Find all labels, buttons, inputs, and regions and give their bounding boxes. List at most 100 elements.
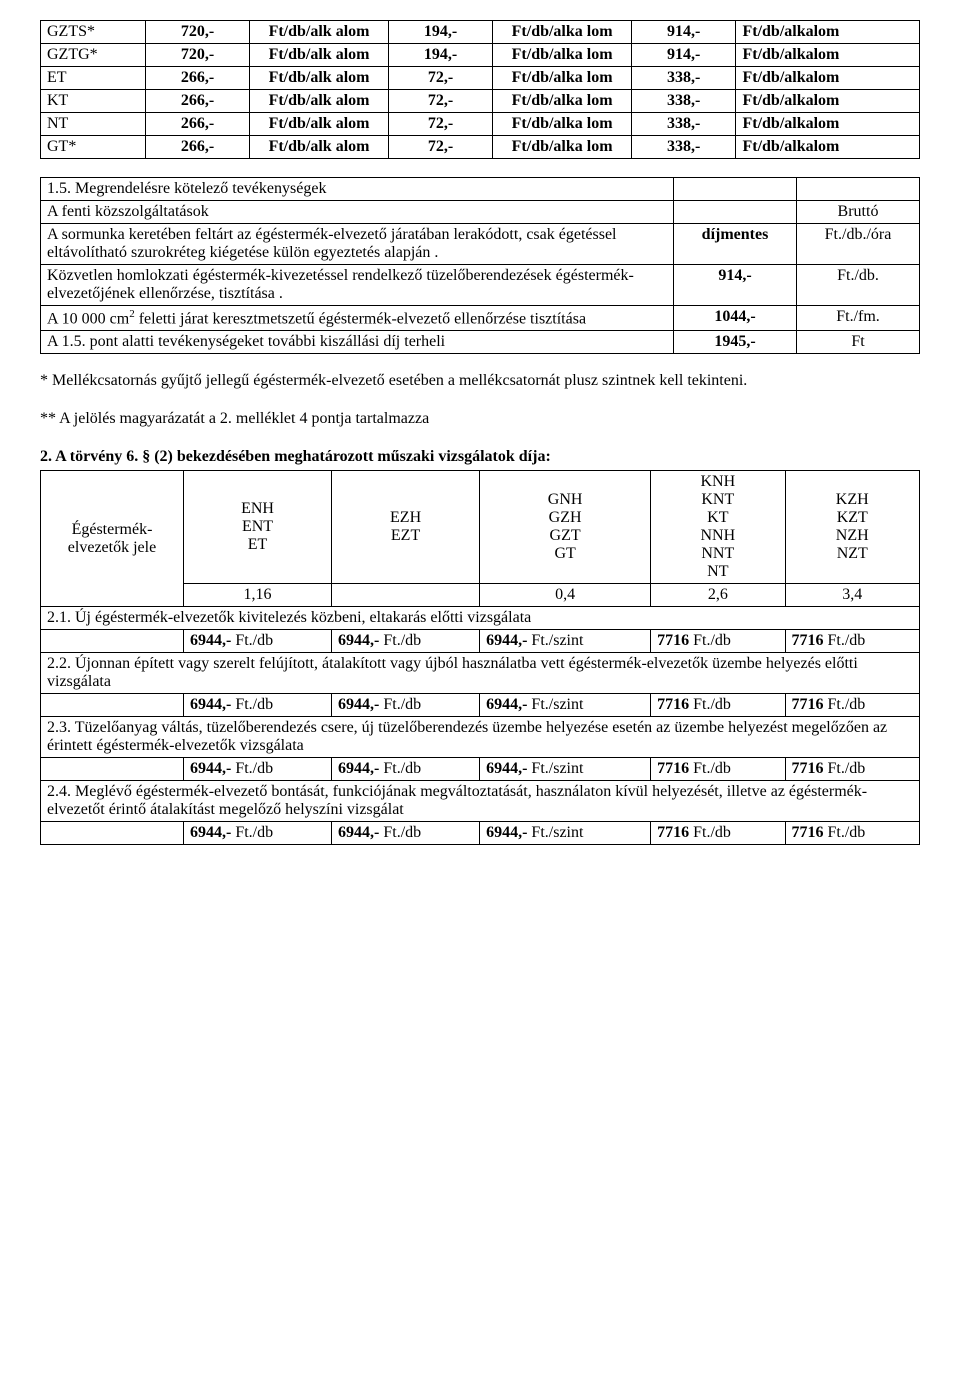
cell: Ft/db/alk alom bbox=[250, 113, 388, 136]
cell: Ft/db/alka lom bbox=[493, 113, 631, 136]
cell: 338,- bbox=[631, 113, 736, 136]
table-row: 2.2. Újonnan épített vagy szerelt felújí… bbox=[41, 653, 920, 694]
row-label: 2.1. Új égéstermék-elvezetők kivitelezés… bbox=[41, 607, 920, 630]
activity-unit: Ft bbox=[797, 331, 920, 354]
cell: 338,- bbox=[631, 67, 736, 90]
table-row: 6944,- Ft./db6944,- Ft./db6944,- Ft./szi… bbox=[41, 630, 920, 653]
table-row: A fenti közszolgáltatások Bruttó bbox=[41, 201, 920, 224]
value-cell: 7716 Ft./db bbox=[651, 630, 785, 653]
cell: GZTG* bbox=[41, 44, 146, 67]
table-row: GT*266,-Ft/db/alk alom72,-Ft/db/alka lom… bbox=[41, 136, 920, 159]
cell: 720,- bbox=[145, 21, 250, 44]
row-label: 2.2. Újonnan épített vagy szerelt felújí… bbox=[41, 653, 920, 694]
cell: Ft/db/alk alom bbox=[250, 44, 388, 67]
cell: Ft/db/alkalom bbox=[736, 113, 920, 136]
cell: Ft/db/alk alom bbox=[250, 136, 388, 159]
factor-cell: 0,4 bbox=[480, 584, 651, 607]
table-row: 2.4. Meglévő égéstermék-elvezető bontásá… bbox=[41, 781, 920, 822]
value-cell: 6944,- Ft./szint bbox=[480, 822, 651, 845]
brutto-label: Bruttó bbox=[797, 201, 920, 224]
row-label: 2.3. Tüzelőanyag váltás, tüzelőberendezé… bbox=[41, 717, 920, 758]
value-cell: 6944,- Ft./szint bbox=[480, 758, 651, 781]
activity-desc: Közvetlen homlokzati égéstermék-kivezeté… bbox=[41, 265, 674, 306]
cell: 266,- bbox=[145, 113, 250, 136]
activity-desc: A sormunka keretében feltárt az égésterm… bbox=[41, 224, 674, 265]
activity-value: 1945,- bbox=[674, 331, 797, 354]
cell: NT bbox=[41, 113, 146, 136]
cell: 914,- bbox=[631, 44, 736, 67]
empty-cell bbox=[41, 758, 184, 781]
footnote-2: ** A jelölés magyarázatát a 2. melléklet… bbox=[40, 410, 920, 428]
activity-unit: Ft./fm. bbox=[797, 306, 920, 331]
cell: Ft/db/alk alom bbox=[250, 90, 388, 113]
value-cell: 7716 Ft./db bbox=[785, 630, 920, 653]
value-cell: 7716 Ft./db bbox=[785, 758, 920, 781]
table-row: 2.3. Tüzelőanyag váltás, tüzelőberendezé… bbox=[41, 717, 920, 758]
table-inspection-fees: Égéstermék-elvezetők jeleENHENTETEZHEZTG… bbox=[40, 470, 920, 845]
factor-cell bbox=[332, 584, 480, 607]
activity-value: díjmentes bbox=[674, 224, 797, 265]
header-lead: Égéstermék-elvezetők jele bbox=[41, 471, 184, 607]
cell: Ft/db/alk alom bbox=[250, 21, 388, 44]
cell: Ft/db/alka lom bbox=[493, 136, 631, 159]
cell: Ft/db/alka lom bbox=[493, 67, 631, 90]
table-row: NT266,-Ft/db/alk alom72,-Ft/db/alka lom3… bbox=[41, 113, 920, 136]
table-header-row: Égéstermék-elvezetők jeleENHENTETEZHEZTG… bbox=[41, 471, 920, 584]
table-row: 1.5. Megrendelésre kötelező tevékenysége… bbox=[41, 178, 920, 201]
value-cell: 7716 Ft./db bbox=[785, 822, 920, 845]
cell: 72,- bbox=[388, 67, 493, 90]
cell: 266,- bbox=[145, 67, 250, 90]
table-row: GZTG*720,-Ft/db/alk alom194,-Ft/db/alka … bbox=[41, 44, 920, 67]
value-cell: 6944,- Ft./db bbox=[332, 694, 480, 717]
footnote-1: * Mellékcsatornás gyűjtő jellegű égéster… bbox=[40, 372, 920, 390]
activities-sub: A fenti közszolgáltatások bbox=[41, 201, 674, 224]
cell: ET bbox=[41, 67, 146, 90]
cell: GT* bbox=[41, 136, 146, 159]
cell: Ft/db/alkalom bbox=[736, 136, 920, 159]
cell: Ft/db/alkalom bbox=[736, 21, 920, 44]
cell: GZTS* bbox=[41, 21, 146, 44]
value-cell: 6944,- Ft./db bbox=[332, 630, 480, 653]
table-row: GZTS*720,-Ft/db/alk alom194,-Ft/db/alka … bbox=[41, 21, 920, 44]
empty-cell bbox=[41, 694, 184, 717]
value-cell: 6944,- Ft./db bbox=[184, 694, 332, 717]
cell: Ft/db/alkalom bbox=[736, 67, 920, 90]
table-row: A sormunka keretében feltárt az égésterm… bbox=[41, 224, 920, 265]
table-row: 2.1. Új égéstermék-elvezetők kivitelezés… bbox=[41, 607, 920, 630]
activity-value: 914,- bbox=[674, 265, 797, 306]
activities-title: 1.5. Megrendelésre kötelező tevékenysége… bbox=[41, 178, 674, 201]
cell: KT bbox=[41, 90, 146, 113]
cell: 72,- bbox=[388, 113, 493, 136]
table-row: Közvetlen homlokzati égéstermék-kivezeté… bbox=[41, 265, 920, 306]
factor-cell: 3,4 bbox=[785, 584, 920, 607]
value-cell: 7716 Ft./db bbox=[785, 694, 920, 717]
cell: 266,- bbox=[145, 90, 250, 113]
table-price-rows: GZTS*720,-Ft/db/alk alom194,-Ft/db/alka … bbox=[40, 20, 920, 159]
value-cell: 6944,- Ft./db bbox=[332, 822, 480, 845]
header-codes: KNHKNTKTNNHNNTNT bbox=[651, 471, 785, 584]
table-row: A 10 000 cm2 feletti járat keresztmetsze… bbox=[41, 306, 920, 331]
cell: 72,- bbox=[388, 136, 493, 159]
cell: 194,- bbox=[388, 44, 493, 67]
cell: 338,- bbox=[631, 90, 736, 113]
cell: 194,- bbox=[388, 21, 493, 44]
cell: 338,- bbox=[631, 136, 736, 159]
table-row: 6944,- Ft./db6944,- Ft./db6944,- Ft./szi… bbox=[41, 822, 920, 845]
table-row: 6944,- Ft./db6944,- Ft./db6944,- Ft./szi… bbox=[41, 758, 920, 781]
cell: Ft/db/alka lom bbox=[493, 90, 631, 113]
activity-desc: A 10 000 cm2 feletti járat keresztmetsze… bbox=[41, 306, 674, 331]
value-cell: 6944,- Ft./db bbox=[184, 822, 332, 845]
header-codes: ENHENTET bbox=[184, 471, 332, 584]
section-2-title: 2. A törvény 6. § (2) bekezdésében megha… bbox=[40, 448, 920, 466]
activity-desc: A 1.5. pont alatti tevékenységeket továb… bbox=[41, 331, 674, 354]
cell: Ft/db/alka lom bbox=[493, 44, 631, 67]
table-row: 6944,- Ft./db6944,- Ft./db6944,- Ft./szi… bbox=[41, 694, 920, 717]
header-codes: KZHKZTNZHNZT bbox=[785, 471, 920, 584]
cell: 266,- bbox=[145, 136, 250, 159]
value-cell: 6944,- Ft./db bbox=[332, 758, 480, 781]
cell: Ft/db/alkalom bbox=[736, 90, 920, 113]
cell: Ft/db/alk alom bbox=[250, 67, 388, 90]
table-activities: 1.5. Megrendelésre kötelező tevékenysége… bbox=[40, 177, 920, 354]
value-cell: 7716 Ft./db bbox=[651, 758, 785, 781]
header-codes: EZHEZT bbox=[332, 471, 480, 584]
